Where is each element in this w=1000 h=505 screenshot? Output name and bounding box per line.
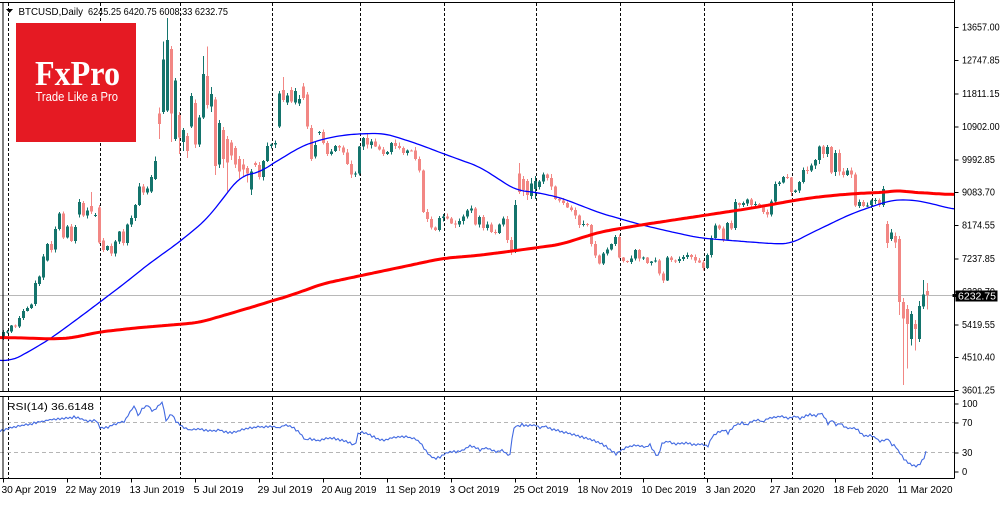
svg-text:70: 70 [962,418,973,429]
svg-text:11 Sep 2019: 11 Sep 2019 [386,485,441,496]
svg-text:13 Jun 2019: 13 Jun 2019 [130,485,185,496]
svg-text:100: 100 [962,399,978,410]
svg-text:12747.85: 12747.85 [962,55,1000,66]
svg-text:13657.00: 13657.00 [962,23,1000,34]
svg-text:18 Feb 2020: 18 Feb 2020 [834,485,889,496]
svg-text:8174.55: 8174.55 [962,220,995,231]
svg-text:9083.70: 9083.70 [962,188,995,199]
svg-text:10 Dec 2019: 10 Dec 2019 [642,485,697,496]
svg-text:3601.25: 3601.25 [962,386,995,397]
svg-text:FxPro: FxPro [35,54,120,93]
svg-text:BTCUSD,Daily: BTCUSD,Daily [19,6,84,18]
svg-text:18 Nov 2019: 18 Nov 2019 [578,485,633,496]
svg-text:30: 30 [962,448,973,459]
svg-text:20 Aug 2019: 20 Aug 2019 [322,485,377,496]
svg-text:3 Oct 2019: 3 Oct 2019 [450,485,500,496]
svg-text:7237.85: 7237.85 [962,254,995,265]
svg-text:9992.85: 9992.85 [962,155,995,166]
svg-text:22 May 2019: 22 May 2019 [66,485,121,496]
svg-text:25 Oct 2019: 25 Oct 2019 [514,485,569,496]
svg-text:11 Mar 2020: 11 Mar 2020 [898,485,953,496]
svg-text:4510.40: 4510.40 [962,353,995,364]
svg-text:RSI(14) 36.6148: RSI(14) 36.6148 [7,402,95,413]
svg-text:30 Apr 2019: 30 Apr 2019 [2,485,57,496]
svg-text:5 Jul 2019: 5 Jul 2019 [194,485,244,496]
svg-text:6245.25 6420.75 6008.33 6232.7: 6245.25 6420.75 6008.33 6232.75 [88,6,228,18]
svg-text:3 Jan 2020: 3 Jan 2020 [706,485,756,496]
svg-text:27 Jan 2020: 27 Jan 2020 [770,485,825,496]
svg-text:0: 0 [962,467,968,478]
svg-text:10902.00: 10902.00 [962,122,1000,133]
svg-text:Trade Like a Pro: Trade Like a Pro [36,90,119,104]
svg-text:29 Jul 2019: 29 Jul 2019 [258,485,313,496]
svg-text:11811.15: 11811.15 [962,89,1000,100]
svg-text:5419.55: 5419.55 [962,320,995,331]
svg-text:6232.75: 6232.75 [958,292,996,303]
